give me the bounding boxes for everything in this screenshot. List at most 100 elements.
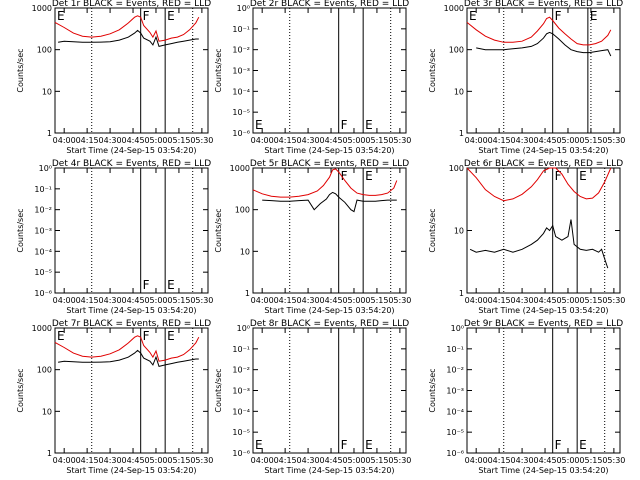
x-axis-label: Start Time (24-Sep-15 03:54:20) <box>66 146 196 155</box>
plot-frame <box>54 167 209 294</box>
x-tick-label: 04:30 <box>511 296 534 305</box>
panel-det-1: Det 1r BLACK = Events, RED = LLD 1 10 100 10… <box>16 0 213 155</box>
x-tick-label: 04:30 <box>99 296 122 305</box>
panel-title: Det 4r BLACK = Events, RED = LLD <box>52 159 211 169</box>
series-line-events <box>58 349 199 367</box>
x-tick-label: 04:00 <box>465 296 488 305</box>
y-tick-label: 10 <box>454 87 464 96</box>
x-tick-label: 04:30 <box>297 296 320 305</box>
y-tick-label: 100 <box>37 366 52 375</box>
x-tick-label: 04:15 <box>488 136 511 145</box>
x-axis-label: Start Time (24-Sep-15 03:54:20) <box>478 466 608 475</box>
panel-det-5: Det 5r BLACK = Events, RED = LLD 1 10 100 10… <box>214 159 411 315</box>
x-tick-label: 05:15 <box>365 136 388 145</box>
y-tick-label: 10⁻² <box>34 206 52 215</box>
x-tick-label: 05:00 <box>144 296 167 305</box>
marker-label: E <box>255 118 263 132</box>
y-tick-label: 1 <box>47 129 52 138</box>
x-tick-label: 04:45 <box>121 456 144 465</box>
x-tick-label: 04:00 <box>53 136 76 145</box>
marker-label: E <box>365 169 373 183</box>
x-tick-label: 05:00 <box>342 296 365 305</box>
x-tick-label: 04:45 <box>533 456 556 465</box>
y-tick-label: 10⁻¹ <box>34 185 52 194</box>
x-tick-label: 05:30 <box>190 136 213 145</box>
y-axis-label: Counts/sec <box>428 208 437 252</box>
y-tick-label: 10⁻³ <box>446 387 464 396</box>
y-tick-label: 1 <box>245 289 250 298</box>
x-tick-label: 05:15 <box>365 456 388 465</box>
marker-label: E <box>57 9 65 23</box>
y-axis-label: Counts/sec <box>16 368 25 412</box>
series-line-lld <box>54 15 200 42</box>
y-tick-label: 10⁻⁵ <box>232 108 250 117</box>
y-tick-label: 1000 <box>32 4 52 13</box>
marker-label: E <box>469 9 477 23</box>
x-tick-label: 05:15 <box>579 456 602 465</box>
x-tick-label: 04:15 <box>76 296 99 305</box>
panel-det-6: Det 6r BLACK = Events, RED = LLD 1 10 100 Co… <box>428 159 625 315</box>
x-tick-label: 05:30 <box>388 136 411 145</box>
y-tick-label: 10⁻³ <box>232 67 250 76</box>
x-tick-label: 05:00 <box>556 456 579 465</box>
x-tick-label: 04:45 <box>319 136 342 145</box>
panel-title: Det 2r BLACK = Events, RED = LLD <box>250 0 409 9</box>
x-tick-label: 04:00 <box>465 456 488 465</box>
plot-frame <box>252 167 407 294</box>
panel-title: Det 3r BLACK = Events, RED = LLD <box>464 0 623 9</box>
marker-label: E <box>365 438 373 452</box>
x-tick-label: 04:00 <box>251 136 274 145</box>
series-line-lld <box>252 168 398 198</box>
series-line-events <box>58 29 199 47</box>
x-tick-label: 04:45 <box>121 136 144 145</box>
x-tick-label: 05:00 <box>556 136 579 145</box>
x-tick-label: 04:45 <box>319 456 342 465</box>
marker-label: E <box>590 9 598 23</box>
series-line-lld <box>466 16 612 46</box>
x-tick-label: 04:00 <box>465 136 488 145</box>
marker-label: E <box>167 329 175 343</box>
y-tick-label: 100 <box>37 46 52 55</box>
x-tick-label: 05:00 <box>342 456 365 465</box>
panel-det-2: Det 2r BLACK = Events, RED = LLD 10⁻⁶ 10⁻⁵… <box>214 0 411 155</box>
panel-det-3: Det 3r BLACK = Events, RED = LLD 1 10 100 10… <box>428 0 625 155</box>
y-axis-label: Counts/sec <box>428 368 437 412</box>
y-axis-label: Counts/sec <box>16 48 25 92</box>
x-tick-label: 04:45 <box>533 136 556 145</box>
y-tick-label: 10⁻⁶ <box>34 289 52 298</box>
x-tick-label: 04:15 <box>274 296 297 305</box>
y-tick-label: 10⁻⁶ <box>232 129 250 138</box>
y-tick-label: 10⁻⁵ <box>232 428 250 437</box>
x-tick-label: 04:45 <box>121 296 144 305</box>
y-tick-label: 1 <box>459 289 464 298</box>
panel-title: Det 5r BLACK = Events, RED = LLD <box>250 159 409 169</box>
marker-label: F <box>555 438 562 452</box>
x-tick-label: 05:30 <box>190 296 213 305</box>
y-tick-label: 1000 <box>32 324 52 333</box>
y-tick-label: 1000 <box>230 164 250 173</box>
y-tick-label: 10⁻⁴ <box>34 247 52 256</box>
x-tick-label: 04:15 <box>488 296 511 305</box>
y-tick-label: 10⁻² <box>232 366 250 375</box>
series-line-lld <box>54 335 200 362</box>
x-tick-label: 04:30 <box>99 136 122 145</box>
marker-label: F <box>341 438 348 452</box>
y-tick-label: 10 <box>42 407 52 416</box>
x-tick-label: 04:00 <box>251 456 274 465</box>
marker-label: F <box>341 169 348 183</box>
x-tick-label: 04:45 <box>533 296 556 305</box>
x-axis-label: Start Time (24-Sep-15 03:54:20) <box>264 306 394 315</box>
x-tick-label: 04:30 <box>511 136 534 145</box>
plot-frame <box>466 7 621 134</box>
x-tick-label: 05:00 <box>144 456 167 465</box>
marker-label: F <box>341 118 348 132</box>
x-tick-label: 05:30 <box>602 136 625 145</box>
y-tick-label: 10⁻⁶ <box>446 449 464 458</box>
x-axis-label: Start Time (24-Sep-15 03:54:20) <box>66 306 196 315</box>
y-tick-label: 10⁻⁵ <box>34 268 52 277</box>
marker-label: E <box>579 438 587 452</box>
x-axis-label: Start Time (24-Sep-15 03:54:20) <box>264 466 394 475</box>
y-tick-label: 10⁰ <box>39 164 52 173</box>
y-tick-label: 10⁻¹ <box>446 345 464 354</box>
x-tick-label: 04:00 <box>53 456 76 465</box>
